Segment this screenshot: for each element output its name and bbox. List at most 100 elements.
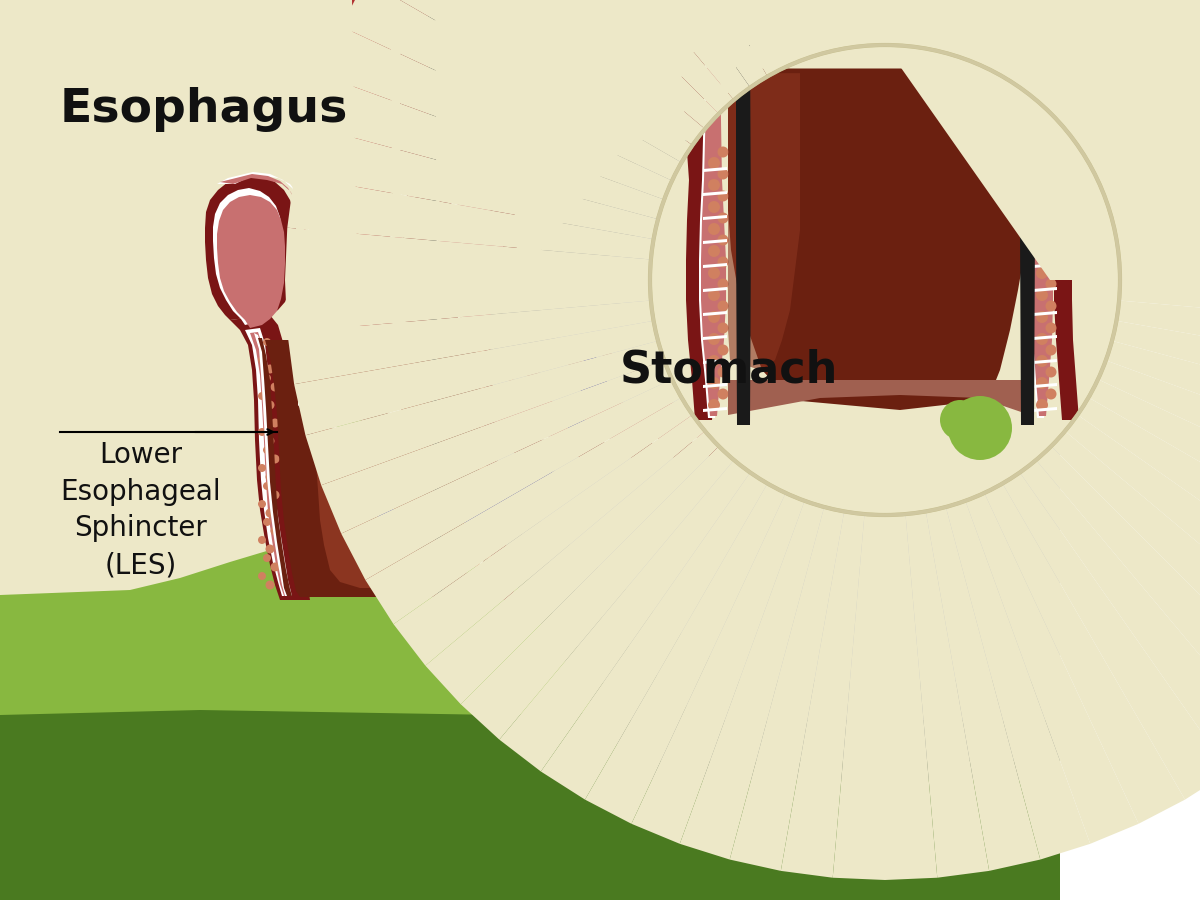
Polygon shape [965, 0, 1139, 67]
Polygon shape [323, 388, 365, 428]
Circle shape [479, 464, 487, 472]
Circle shape [470, 400, 480, 410]
Circle shape [258, 356, 266, 364]
Polygon shape [1033, 167, 1057, 172]
Polygon shape [1031, 61, 1054, 416]
Text: Esophagus: Esophagus [60, 87, 348, 132]
Circle shape [488, 353, 512, 377]
Circle shape [708, 355, 720, 367]
Circle shape [258, 464, 266, 472]
Circle shape [708, 179, 720, 191]
Polygon shape [1116, 176, 1200, 259]
Circle shape [1036, 333, 1048, 345]
Circle shape [265, 364, 275, 373]
Polygon shape [1002, 0, 1200, 87]
Polygon shape [294, 320, 658, 436]
Circle shape [265, 580, 275, 590]
Polygon shape [1088, 0, 1200, 181]
Polygon shape [906, 511, 989, 878]
Circle shape [270, 346, 280, 356]
Circle shape [270, 491, 280, 500]
Circle shape [265, 400, 275, 410]
Circle shape [258, 572, 266, 580]
Circle shape [898, 353, 922, 377]
Polygon shape [833, 514, 886, 880]
Polygon shape [926, 0, 1040, 53]
Polygon shape [1036, 0, 1200, 113]
Circle shape [258, 536, 266, 544]
Polygon shape [541, 0, 768, 87]
Polygon shape [1002, 472, 1200, 799]
Polygon shape [1040, 52, 1079, 420]
Polygon shape [1066, 415, 1200, 666]
Circle shape [475, 382, 485, 392]
Circle shape [475, 526, 485, 536]
Circle shape [1036, 201, 1048, 213]
Circle shape [1036, 399, 1048, 411]
Polygon shape [886, 45, 1200, 280]
Circle shape [586, 369, 595, 379]
Polygon shape [499, 0, 750, 100]
Circle shape [745, 382, 755, 392]
Polygon shape [340, 352, 386, 584]
Circle shape [263, 374, 271, 382]
Polygon shape [884, 514, 937, 880]
Circle shape [708, 353, 732, 377]
Polygon shape [265, 340, 482, 597]
Circle shape [484, 410, 492, 418]
Polygon shape [1066, 0, 1200, 145]
Circle shape [484, 338, 492, 346]
Circle shape [352, 443, 359, 451]
Polygon shape [1030, 57, 1051, 418]
Polygon shape [355, 355, 1060, 439]
Polygon shape [703, 167, 727, 172]
Circle shape [940, 400, 980, 440]
Polygon shape [214, 188, 283, 325]
Polygon shape [410, 200, 1060, 720]
Polygon shape [341, 379, 682, 580]
Circle shape [344, 438, 352, 446]
Circle shape [265, 508, 275, 518]
Circle shape [1036, 179, 1048, 191]
Polygon shape [410, 250, 1060, 680]
Polygon shape [703, 383, 727, 388]
Circle shape [718, 256, 728, 267]
Polygon shape [461, 0, 734, 113]
Circle shape [718, 212, 728, 223]
Circle shape [718, 147, 728, 158]
Polygon shape [886, 0, 937, 46]
Circle shape [708, 399, 720, 411]
Polygon shape [703, 311, 727, 316]
Polygon shape [1033, 263, 1057, 268]
Circle shape [270, 382, 280, 392]
Circle shape [334, 431, 342, 439]
Circle shape [1045, 256, 1056, 267]
Polygon shape [730, 0, 844, 53]
Polygon shape [781, 0, 864, 49]
Polygon shape [586, 0, 786, 76]
Circle shape [628, 353, 652, 377]
Polygon shape [220, 174, 474, 265]
Circle shape [475, 346, 485, 356]
Circle shape [586, 385, 595, 395]
Polygon shape [320, 0, 394, 342]
Circle shape [708, 267, 720, 279]
Circle shape [479, 428, 487, 436]
Circle shape [708, 245, 720, 257]
Circle shape [505, 386, 515, 397]
Polygon shape [1051, 0, 1200, 129]
Circle shape [263, 446, 271, 454]
Polygon shape [631, 0, 805, 67]
Circle shape [258, 500, 266, 508]
Polygon shape [440, 317, 515, 600]
Circle shape [745, 366, 755, 376]
Circle shape [270, 454, 280, 464]
Polygon shape [1078, 398, 1200, 624]
Polygon shape [1106, 341, 1200, 485]
Polygon shape [322, 360, 672, 534]
Polygon shape [1112, 125, 1200, 239]
FancyArrowPatch shape [570, 358, 611, 389]
Polygon shape [1033, 383, 1057, 388]
Circle shape [708, 311, 720, 323]
Polygon shape [258, 338, 292, 596]
